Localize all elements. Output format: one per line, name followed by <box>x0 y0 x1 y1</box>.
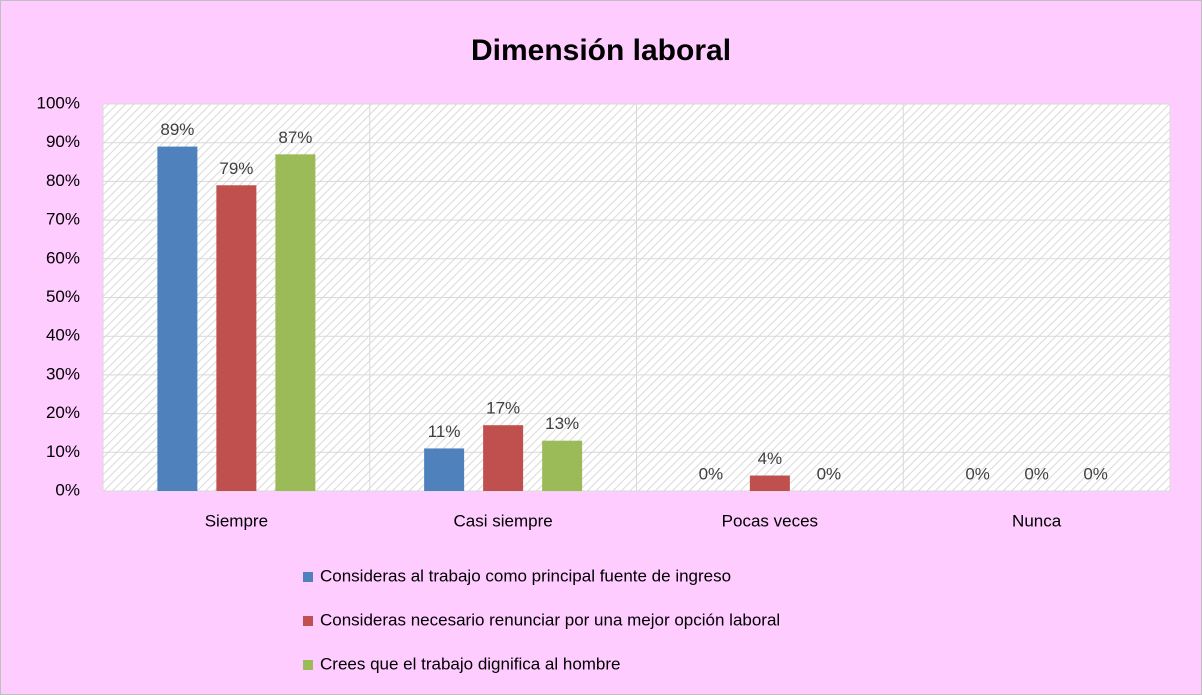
chart-title: Dimensión laboral <box>471 34 731 67</box>
data-label: 13% <box>545 414 579 433</box>
bar <box>275 154 316 491</box>
legend-swatch <box>303 572 313 582</box>
legend-label: Consideras necesario renunciar por una m… <box>320 610 780 629</box>
bar <box>749 475 790 491</box>
y-tick-label: 40% <box>46 326 80 345</box>
y-tick-label: 100% <box>37 93 80 112</box>
legend-label: Crees que el trabajo dignifica al hombre <box>320 654 621 673</box>
y-tick-label: 60% <box>46 248 80 267</box>
bar <box>216 185 257 491</box>
x-tick-label: Siempre <box>205 511 268 530</box>
x-tick-label: Casi siempre <box>454 511 553 530</box>
data-label: 11% <box>428 422 461 441</box>
legend-swatch <box>303 660 313 670</box>
y-tick-label: 70% <box>46 210 80 229</box>
legend-label: Consideras al trabajo como principal fue… <box>320 566 731 585</box>
data-label: 0% <box>1024 464 1049 483</box>
bar <box>424 448 465 491</box>
y-tick-label: 20% <box>46 403 80 422</box>
y-tick-label: 10% <box>46 442 80 461</box>
data-label: 89% <box>160 120 194 139</box>
y-tick-label: 50% <box>46 287 80 306</box>
bar <box>157 146 198 491</box>
y-tick-label: 90% <box>46 132 80 151</box>
data-label: 0% <box>965 464 990 483</box>
legend-swatch <box>303 616 313 626</box>
bar <box>542 440 583 491</box>
data-label: 4% <box>758 449 783 468</box>
y-tick-label: 0% <box>55 480 80 499</box>
y-tick-label: 30% <box>46 364 80 383</box>
x-tick-label: Nunca <box>1012 511 1062 530</box>
data-label: 0% <box>699 464 724 483</box>
data-label: 0% <box>1083 464 1108 483</box>
x-tick-label: Pocas veces <box>722 511 818 530</box>
data-label: 79% <box>219 159 253 178</box>
data-label: 17% <box>486 399 520 418</box>
y-tick-label: 80% <box>46 171 80 190</box>
data-label: 0% <box>817 464 842 483</box>
bar <box>483 425 524 491</box>
data-label: 87% <box>278 128 312 147</box>
